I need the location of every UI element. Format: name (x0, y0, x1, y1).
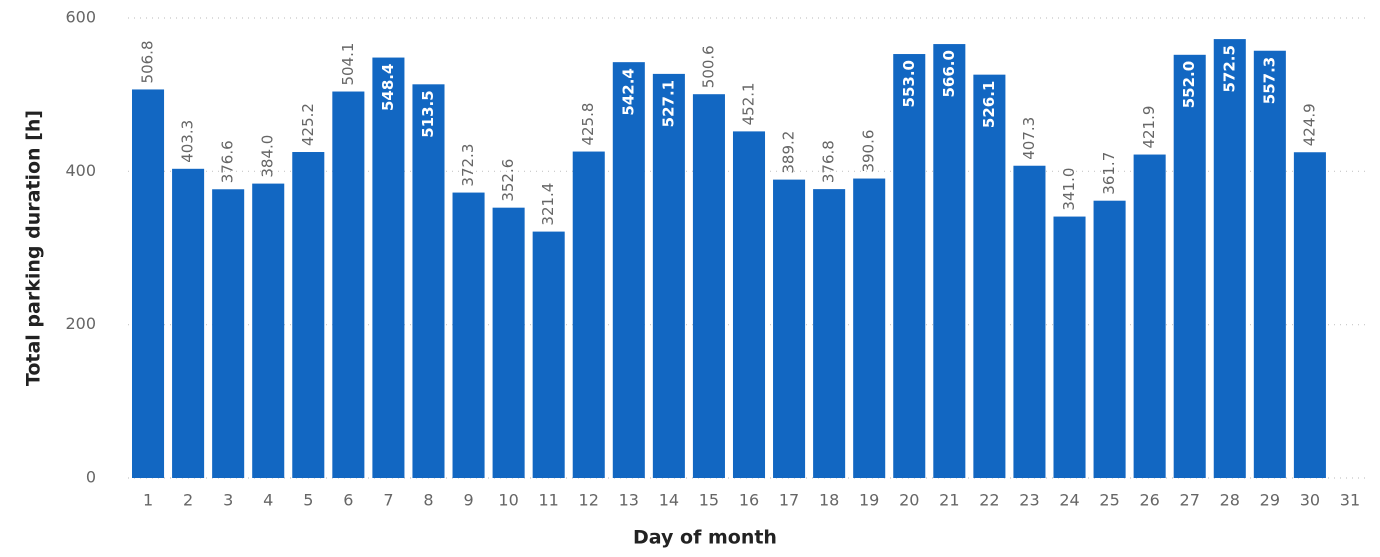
x-tick-label: 19 (859, 491, 879, 510)
bar (893, 54, 926, 479)
data-label: 557.3 (1260, 57, 1278, 104)
x-tick-label: 18 (819, 491, 839, 510)
x-tick-label: 27 (1180, 491, 1200, 510)
bar (692, 94, 725, 478)
x-tick-label: 4 (263, 491, 273, 510)
x-tick-label: 10 (498, 491, 518, 510)
x-tick-label: 5 (303, 491, 313, 510)
data-label: 390.6 (860, 130, 878, 173)
data-label: 566.0 (940, 50, 958, 97)
x-tick-label: 26 (1139, 491, 1159, 510)
x-tick-label: 14 (659, 491, 679, 510)
bar (732, 131, 766, 478)
bar (1293, 152, 1326, 478)
data-label: 376.6 (219, 140, 237, 183)
x-tick-label: 31 (1340, 491, 1360, 510)
y-axis-title: Total parking duration [h] (23, 110, 45, 386)
data-label: 389.2 (780, 131, 798, 174)
bar (933, 44, 966, 479)
data-label: 376.8 (820, 140, 838, 183)
bar (652, 73, 685, 478)
x-tick-label: 29 (1260, 491, 1280, 510)
x-tick-label: 24 (1059, 491, 1079, 510)
bar (813, 189, 846, 478)
y-tick-label: 600 (65, 8, 96, 27)
y-tick-label: 200 (65, 314, 96, 333)
x-tick-label: 25 (1099, 491, 1119, 510)
bar (1053, 216, 1086, 479)
data-label: 341.0 (1060, 168, 1078, 211)
x-tick-label: 30 (1300, 491, 1320, 510)
data-label: 425.8 (579, 103, 597, 146)
bar (372, 57, 405, 479)
x-tick-label: 17 (779, 491, 799, 510)
bar (1213, 39, 1246, 478)
data-label: 504.1 (339, 43, 357, 86)
bar (773, 179, 806, 478)
y-tick-label: 400 (65, 161, 96, 180)
x-tick-label: 8 (423, 491, 433, 510)
bar (973, 74, 1006, 478)
data-label: 572.5 (1220, 45, 1238, 92)
x-tick-label: 2 (183, 491, 193, 510)
bar (1133, 154, 1166, 478)
x-tick-label: 15 (699, 491, 719, 510)
data-label: 553.0 (900, 60, 918, 107)
x-tick-label: 23 (1019, 491, 1039, 510)
data-label: 407.3 (1020, 117, 1038, 160)
bar (572, 151, 605, 478)
data-label: 384.0 (259, 135, 277, 178)
bar (452, 192, 485, 478)
bar (292, 152, 325, 478)
bar (132, 89, 165, 478)
x-tick-label: 11 (538, 491, 558, 510)
bar (1173, 54, 1206, 479)
data-label: 552.0 (1180, 61, 1198, 108)
data-label: 500.6 (699, 45, 717, 88)
bar (612, 62, 645, 478)
bar (172, 168, 205, 478)
bar (212, 189, 245, 479)
x-axis-title: Day of month (633, 527, 777, 549)
data-label: 424.9 (1300, 103, 1318, 146)
x-tick-label: 28 (1220, 491, 1240, 510)
x-tick-label: 6 (343, 491, 353, 510)
x-tick-label: 13 (619, 491, 639, 510)
bar (853, 178, 886, 479)
data-label: 527.1 (659, 80, 677, 127)
data-label: 452.1 (740, 82, 758, 125)
x-tick-label: 20 (899, 491, 919, 510)
x-tick-label: 9 (463, 491, 473, 510)
data-label: 526.1 (980, 81, 998, 128)
x-tick-label: 1 (143, 491, 153, 510)
data-label: 352.6 (499, 159, 517, 202)
bar (532, 231, 565, 478)
data-label: 425.2 (299, 103, 317, 146)
data-label: 548.4 (379, 64, 397, 111)
x-tick-label: 12 (579, 491, 599, 510)
bar (1253, 50, 1286, 479)
bar (1093, 200, 1126, 479)
data-label: 513.5 (419, 90, 437, 137)
bar (412, 84, 445, 479)
x-tick-label: 3 (223, 491, 233, 510)
data-label: 403.3 (179, 120, 197, 163)
data-label: 372.3 (459, 144, 477, 187)
data-label: 506.8 (139, 41, 157, 84)
x-tick-label: 21 (939, 491, 959, 510)
x-tick-label: 22 (979, 491, 999, 510)
y-tick-label: 0 (86, 468, 96, 487)
x-tick-label: 16 (739, 491, 759, 510)
data-label: 542.4 (619, 68, 637, 115)
data-label: 361.7 (1100, 152, 1118, 195)
bar (1013, 165, 1046, 478)
bar (252, 183, 285, 478)
bar (332, 91, 365, 479)
x-tick-label: 7 (383, 491, 393, 510)
bar (492, 207, 525, 478)
data-label: 421.9 (1140, 106, 1158, 149)
data-label: 321.4 (539, 183, 557, 226)
